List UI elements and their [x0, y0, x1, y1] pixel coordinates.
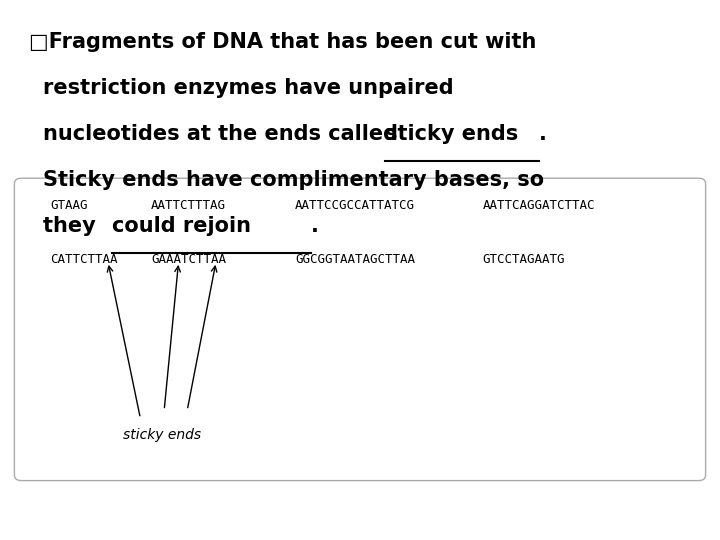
Text: AATTCCGCCATTATCG: AATTCCGCCATTATCG [295, 199, 415, 212]
FancyBboxPatch shape [14, 178, 706, 481]
Text: AATTCAGGATCTTAC: AATTCAGGATCTTAC [482, 199, 595, 212]
Text: sticky ends: sticky ends [385, 124, 518, 144]
Text: GTCCTAGAATG: GTCCTAGAATG [482, 253, 565, 266]
Text: .: . [311, 216, 319, 236]
Text: □Fragments of DNA that has been cut with: □Fragments of DNA that has been cut with [29, 32, 536, 52]
Text: they: they [43, 216, 103, 236]
Text: nucleotides at the ends called: nucleotides at the ends called [43, 124, 405, 144]
Text: .: . [539, 124, 546, 144]
Text: sticky ends: sticky ends [123, 428, 201, 442]
Text: GTAAG: GTAAG [50, 199, 88, 212]
Text: Sticky ends have complimentary bases, so: Sticky ends have complimentary bases, so [43, 170, 544, 190]
Text: GAAATCTTAA: GAAATCTTAA [151, 253, 226, 266]
Text: restriction enzymes have unpaired: restriction enzymes have unpaired [43, 78, 454, 98]
Text: GGCGGTAATAGCTTAA: GGCGGTAATAGCTTAA [295, 253, 415, 266]
Text: could rejoin: could rejoin [112, 216, 251, 236]
Text: AATTCTTTAG: AATTCTTTAG [151, 199, 226, 212]
Text: CATTCTTAA: CATTCTTAA [50, 253, 118, 266]
